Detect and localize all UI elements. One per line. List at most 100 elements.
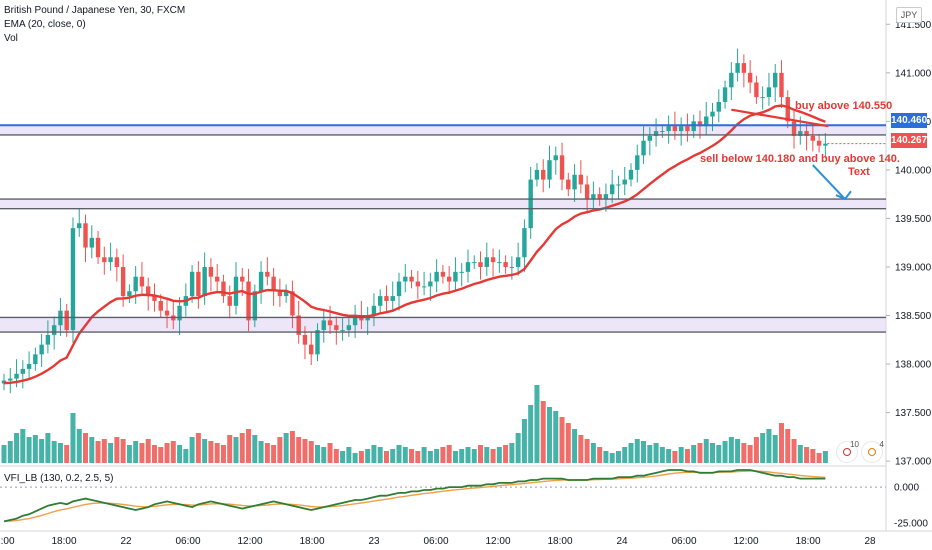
candle-body[interactable]: [421, 286, 427, 288]
candle-body[interactable]: [635, 155, 640, 170]
candle-body[interactable]: [566, 179, 571, 190]
ideas-icon[interactable]: 4: [861, 440, 884, 463]
candle-body[interactable]: [70, 228, 76, 331]
candle-body[interactable]: [572, 174, 577, 190]
candle-body[interactable]: [553, 155, 558, 161]
candle-body[interactable]: [378, 296, 383, 306]
candle-body[interactable]: [622, 179, 627, 185]
candle-body[interactable]: [490, 257, 496, 263]
candle-body[interactable]: [214, 276, 220, 282]
candle-body[interactable]: [735, 63, 740, 73]
candle-body[interactable]: [133, 276, 138, 292]
candle-body[interactable]: [672, 126, 678, 132]
candle-body[interactable]: [202, 266, 207, 297]
candle-body[interactable]: [45, 334, 51, 345]
candle-body[interactable]: [189, 271, 195, 297]
candle-body[interactable]: [609, 184, 615, 195]
candle-body[interactable]: [660, 131, 665, 133]
candle-body[interactable]: [64, 310, 69, 331]
candle-body[interactable]: [710, 111, 715, 117]
candle-body[interactable]: [754, 82, 759, 98]
candle-body[interactable]: [785, 97, 790, 122]
candle-body[interactable]: [428, 281, 433, 287]
candle-body[interactable]: [77, 223, 82, 229]
candle-body[interactable]: [603, 194, 609, 200]
candlesticks[interactable]: [1, 48, 828, 394]
candle-body[interactable]: [534, 169, 540, 180]
candle-body[interactable]: [346, 325, 352, 331]
candle-body[interactable]: [51, 325, 57, 335]
ema-legend[interactable]: EMA (20, close, 0): [4, 19, 86, 30]
candle-body[interactable]: [773, 72, 778, 88]
candle-body[interactable]: [33, 354, 38, 365]
candle-body[interactable]: [221, 281, 226, 297]
candle-body[interactable]: [177, 305, 182, 321]
candle-body[interactable]: [146, 286, 151, 297]
candle-body[interactable]: [515, 257, 521, 267]
sell-annotation[interactable]: sell below 140.180 and buy above 140.: [700, 153, 900, 165]
candle-body[interactable]: [89, 237, 94, 248]
text-annotation[interactable]: Text: [848, 166, 870, 178]
candle-body[interactable]: [164, 310, 170, 316]
candle-body[interactable]: [446, 276, 452, 282]
alerts-icon[interactable]: 10: [836, 440, 859, 463]
candle-body[interactable]: [390, 296, 395, 301]
candle-body[interactable]: [816, 140, 822, 146]
candle-body[interactable]: [791, 121, 797, 136]
candle-body[interactable]: [321, 320, 326, 331]
candle-body[interactable]: [403, 276, 408, 282]
candle-body[interactable]: [440, 271, 446, 277]
candle-body[interactable]: [597, 194, 602, 200]
candle-body[interactable]: [810, 135, 816, 141]
candle-body[interactable]: [271, 276, 276, 292]
candle-body[interactable]: [334, 325, 339, 331]
time-axis[interactable]: 12:00 18:00 22 06:00 12:00 18:00 23 06:00 12:00 1…: [0, 536, 876, 547]
candle-body[interactable]: [114, 257, 120, 267]
trend-drawings[interactable]: [731, 108, 886, 201]
candle-body[interactable]: [352, 315, 358, 326]
candle-body[interactable]: [227, 296, 232, 306]
candle-body[interactable]: [616, 184, 621, 186]
buy-annotation[interactable]: buy above 140.550: [795, 100, 893, 112]
candle-body[interactable]: [459, 271, 464, 273]
candle-body[interactable]: [340, 330, 345, 332]
candle-body[interactable]: [729, 72, 734, 88]
vol-legend[interactable]: Vol: [4, 33, 18, 44]
candle-body[interactable]: [578, 174, 584, 185]
candle-body[interactable]: [327, 320, 333, 326]
candle-body[interactable]: [722, 87, 728, 102]
candle-body[interactable]: [384, 296, 389, 301]
candle-body[interactable]: [14, 373, 19, 379]
candle-body[interactable]: [760, 97, 765, 99]
candle-body[interactable]: [685, 126, 690, 132]
candle-body[interactable]: [741, 63, 747, 73]
horizontal-levels[interactable]: [0, 124, 886, 333]
candle-body[interactable]: [647, 135, 653, 141]
candle-body[interactable]: [139, 276, 145, 287]
candle-body[interactable]: [509, 266, 515, 268]
candle-body[interactable]: [265, 271, 270, 277]
candle-body[interactable]: [152, 296, 157, 301]
candle-body[interactable]: [497, 262, 502, 264]
currency-label[interactable]: JPY: [896, 7, 922, 23]
candle-body[interactable]: [102, 257, 107, 263]
candle-body[interactable]: [252, 291, 257, 321]
symbol-legend[interactable]: British Pound / Japanese Yen, 30, FXCM: [4, 5, 186, 16]
candle-body[interactable]: [528, 179, 533, 229]
candle-body[interactable]: [591, 194, 596, 200]
candle-body[interactable]: [779, 72, 784, 98]
candle-body[interactable]: [415, 281, 421, 287]
candle-body[interactable]: [823, 143, 828, 146]
candle-body[interactable]: [484, 257, 489, 267]
candle-body[interactable]: [409, 276, 414, 282]
candle-body[interactable]: [95, 237, 101, 258]
candle-body[interactable]: [804, 131, 809, 136]
candle-body[interactable]: [302, 334, 308, 345]
candle-body[interactable]: [309, 344, 314, 355]
candle-body[interactable]: [26, 364, 32, 369]
candle-body[interactable]: [503, 262, 508, 267]
candle-body[interactable]: [246, 281, 251, 321]
candle-body[interactable]: [704, 116, 709, 127]
candle-body[interactable]: [559, 155, 565, 180]
